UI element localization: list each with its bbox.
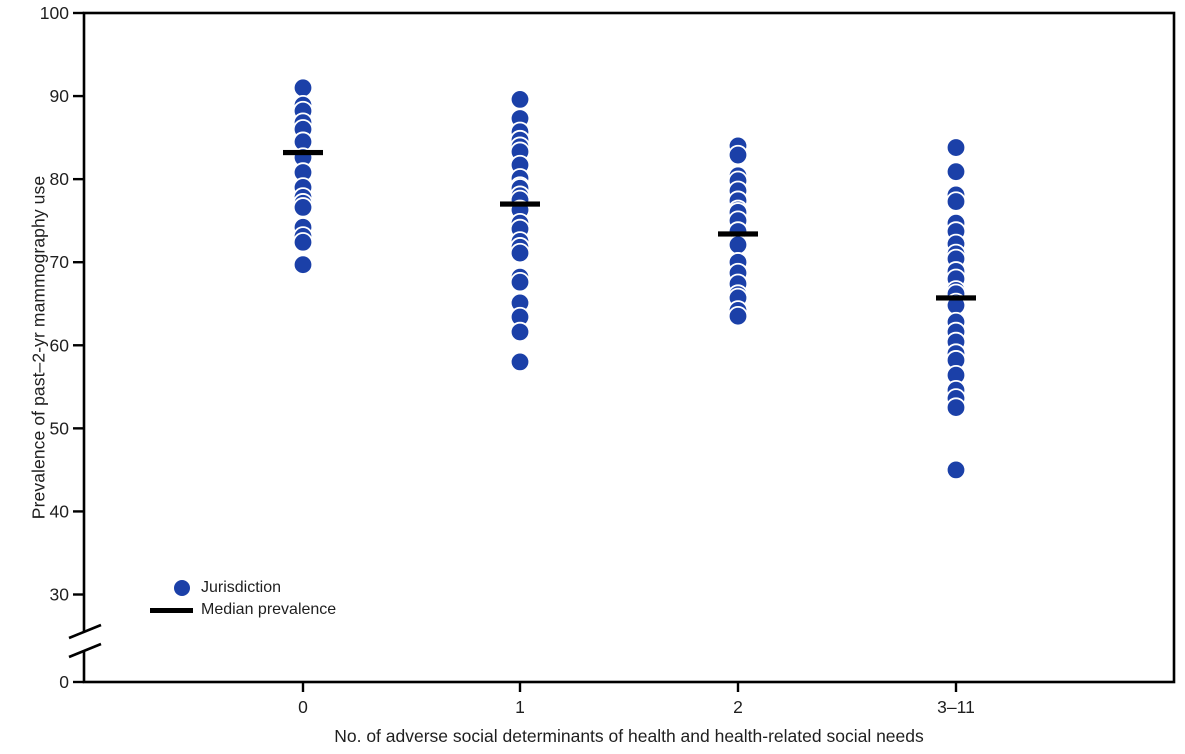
jurisdiction-dot bbox=[945, 459, 967, 481]
axis-break-slash bbox=[68, 642, 102, 659]
jurisdiction-dot bbox=[945, 137, 967, 158]
jurisdiction-dot bbox=[727, 306, 749, 327]
median-bar bbox=[936, 295, 976, 301]
y-tick-label: 100 bbox=[40, 3, 69, 23]
jurisdiction-dot bbox=[945, 191, 967, 212]
y-tick-label: 50 bbox=[50, 418, 70, 438]
jurisdiction-dot bbox=[509, 242, 531, 264]
y-axis-title: Prevalence of past–2-yr mammography use bbox=[28, 175, 49, 520]
legend-item-jurisdiction: Jurisdiction bbox=[150, 577, 336, 599]
legend-label-jurisdiction: Jurisdiction bbox=[201, 579, 282, 596]
median-bar bbox=[283, 149, 323, 156]
y-tick-label: 0 bbox=[59, 672, 69, 692]
y-tick-label: 80 bbox=[50, 169, 70, 189]
y-tick-label: 40 bbox=[50, 501, 70, 521]
jurisdiction-dot bbox=[945, 397, 967, 418]
legend-item-median: Median prevalence bbox=[150, 599, 336, 621]
axis-break-gap bbox=[77, 632, 91, 651]
median-bar bbox=[718, 231, 758, 237]
jurisdiction-dot bbox=[509, 89, 531, 110]
jurisdiction-dot bbox=[509, 351, 531, 373]
jurisdiction-dot bbox=[945, 161, 967, 182]
x-tick-label: 2 bbox=[733, 697, 743, 717]
median-line-icon bbox=[150, 607, 193, 613]
jurisdiction-dot bbox=[292, 197, 314, 218]
jurisdiction-dot bbox=[292, 254, 314, 275]
jurisdiction-dot bbox=[727, 144, 749, 166]
x-tick-label: 0 bbox=[298, 697, 308, 717]
x-tick-label: 3–11 bbox=[937, 697, 975, 717]
y-tick-label: 70 bbox=[50, 252, 70, 272]
jurisdiction-dot bbox=[727, 234, 749, 255]
y-tick-label: 60 bbox=[50, 335, 70, 355]
x-tick-label: 1 bbox=[515, 697, 525, 717]
jurisdiction-dot bbox=[509, 271, 531, 293]
median-bar bbox=[500, 201, 540, 207]
jurisdiction-dot bbox=[292, 232, 314, 253]
jurisdiction-dot-icon bbox=[174, 580, 190, 596]
legend-label-median: Median prevalence bbox=[201, 601, 337, 618]
y-tick-label: 90 bbox=[50, 86, 70, 106]
y-tick-label: 30 bbox=[50, 585, 70, 605]
legend-icon-cell bbox=[150, 580, 193, 596]
legend: Jurisdiction Median prevalence bbox=[150, 577, 336, 621]
plot-area-border bbox=[82, 11, 1176, 684]
legend-icon-cell bbox=[150, 607, 193, 613]
axis-break-slash bbox=[68, 623, 102, 640]
jurisdiction-dot bbox=[292, 77, 314, 98]
x-axis-title: No. of adverse social determinants of he… bbox=[334, 726, 924, 746]
jurisdiction-dot bbox=[509, 321, 531, 343]
